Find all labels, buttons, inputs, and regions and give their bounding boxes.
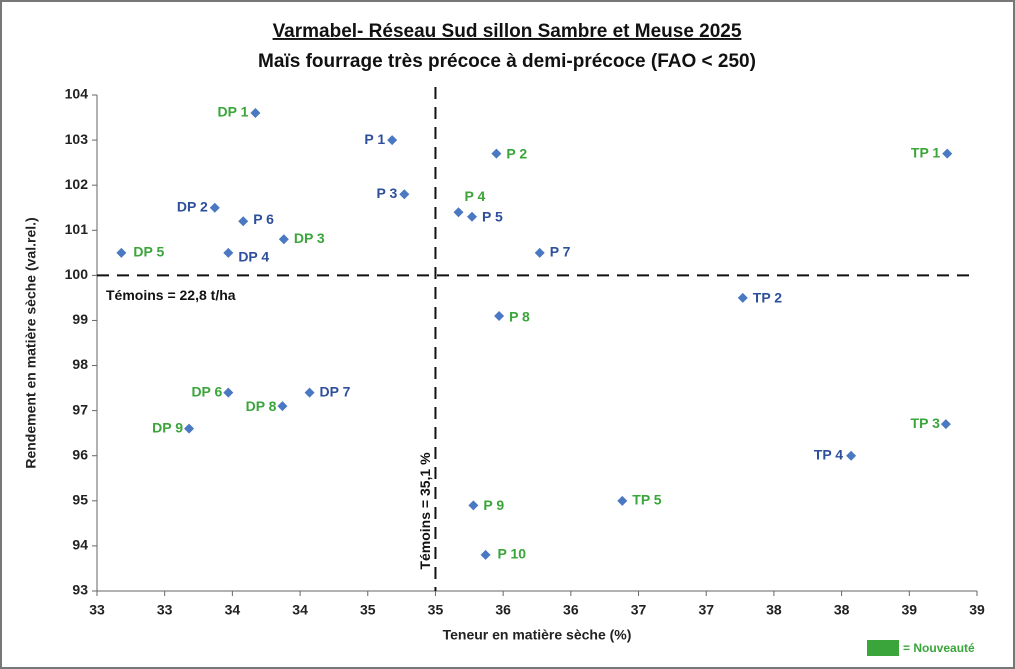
point-label: DP 4 bbox=[238, 249, 269, 265]
data-point bbox=[209, 202, 220, 213]
data-point bbox=[453, 207, 464, 218]
x-tick-label: 35 bbox=[428, 602, 444, 618]
point-label: TP 5 bbox=[632, 492, 662, 508]
reference-label: Témoins = 35,1 % bbox=[417, 452, 433, 570]
data-point bbox=[250, 108, 261, 119]
legend-swatch bbox=[867, 640, 899, 656]
data-point bbox=[467, 211, 478, 222]
x-tick-label: 33 bbox=[89, 602, 105, 618]
point-label: P 2 bbox=[506, 145, 527, 161]
y-tick-label: 100 bbox=[65, 266, 89, 282]
point-label: P 10 bbox=[498, 546, 527, 562]
chart-subtitle: Maïs fourrage très précoce à demi-précoc… bbox=[258, 51, 756, 72]
data-point bbox=[277, 401, 288, 412]
point-label: P 3 bbox=[377, 185, 398, 201]
data-point bbox=[399, 189, 410, 200]
data-point bbox=[238, 216, 249, 227]
reference-label: Témoins = 22,8 t/ha bbox=[106, 287, 236, 303]
y-tick-label: 96 bbox=[72, 446, 88, 462]
y-tick-label: 99 bbox=[72, 311, 88, 327]
data-point bbox=[737, 292, 748, 303]
point-label: DP 7 bbox=[320, 383, 351, 399]
point-label: DP 3 bbox=[294, 230, 325, 246]
x-tick-label: 39 bbox=[969, 602, 985, 618]
data-point bbox=[278, 234, 289, 245]
y-tick-label: 97 bbox=[72, 401, 88, 417]
chart-title: Varmabel- Réseau Sud sillon Sambre et Me… bbox=[273, 21, 742, 42]
x-tick-label: 33 bbox=[157, 602, 173, 618]
y-tick-label: 95 bbox=[72, 492, 88, 508]
y-tick-label: 94 bbox=[72, 537, 88, 553]
data-point bbox=[534, 247, 545, 258]
point-label: DP 2 bbox=[177, 198, 208, 214]
point-label: DP 8 bbox=[246, 398, 277, 414]
x-tick-label: 36 bbox=[563, 602, 579, 618]
data-point bbox=[491, 148, 502, 159]
point-label: P 4 bbox=[464, 188, 485, 204]
x-tick-label: 36 bbox=[495, 602, 511, 618]
x-tick-label: 39 bbox=[902, 602, 918, 618]
data-point bbox=[304, 387, 315, 398]
data-point bbox=[223, 387, 234, 398]
point-label: P 5 bbox=[482, 208, 503, 224]
data-point bbox=[494, 310, 505, 321]
data-point bbox=[116, 247, 127, 258]
point-label: DP 9 bbox=[152, 419, 183, 435]
point-label: TP 3 bbox=[911, 415, 941, 431]
x-tick-label: 38 bbox=[834, 602, 850, 618]
data-point bbox=[942, 148, 953, 159]
point-label: TP 4 bbox=[814, 446, 844, 462]
data-point bbox=[480, 549, 491, 560]
x-tick-label: 37 bbox=[698, 602, 714, 618]
legend-label: = Nouveauté bbox=[903, 641, 975, 655]
x-tick-label: 35 bbox=[360, 602, 376, 618]
point-label: TP 1 bbox=[911, 144, 941, 160]
x-tick-label: 34 bbox=[225, 602, 241, 618]
point-label: DP 1 bbox=[218, 104, 249, 120]
data-point bbox=[184, 423, 195, 434]
x-tick-label: 37 bbox=[631, 602, 647, 618]
x-tick-label: 38 bbox=[766, 602, 782, 618]
point-label: DP 6 bbox=[191, 383, 222, 399]
y-tick-label: 93 bbox=[72, 582, 88, 598]
point-label: DP 5 bbox=[133, 244, 164, 260]
y-tick-label: 103 bbox=[65, 131, 89, 147]
x-tick-label: 34 bbox=[292, 602, 308, 618]
x-axis-label: Teneur en matière sèche (%) bbox=[443, 627, 632, 643]
y-tick-label: 98 bbox=[72, 356, 88, 372]
y-tick-label: 104 bbox=[65, 86, 89, 102]
y-tick-label: 102 bbox=[65, 176, 89, 192]
point-label: TP 2 bbox=[753, 290, 783, 306]
data-point bbox=[223, 247, 234, 258]
point-label: P 1 bbox=[364, 131, 385, 147]
point-label: P 6 bbox=[253, 211, 274, 227]
data-point bbox=[617, 495, 628, 506]
data-point bbox=[846, 450, 857, 461]
point-label: P 7 bbox=[550, 244, 571, 260]
point-label: P 9 bbox=[483, 497, 504, 513]
data-point bbox=[940, 419, 951, 430]
data-point bbox=[387, 135, 398, 146]
y-axis-label: Rendement en matière sèche (val.rel.) bbox=[23, 217, 39, 468]
y-tick-label: 101 bbox=[65, 221, 89, 237]
data-point bbox=[468, 500, 479, 511]
point-label: P 8 bbox=[509, 309, 530, 325]
